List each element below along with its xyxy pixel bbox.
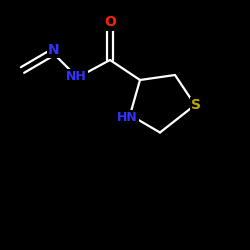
Text: O: O	[104, 16, 116, 30]
Text: NH: NH	[66, 70, 87, 83]
Text: N: N	[48, 43, 60, 57]
Text: HN: HN	[117, 111, 138, 124]
Text: S: S	[191, 98, 201, 112]
